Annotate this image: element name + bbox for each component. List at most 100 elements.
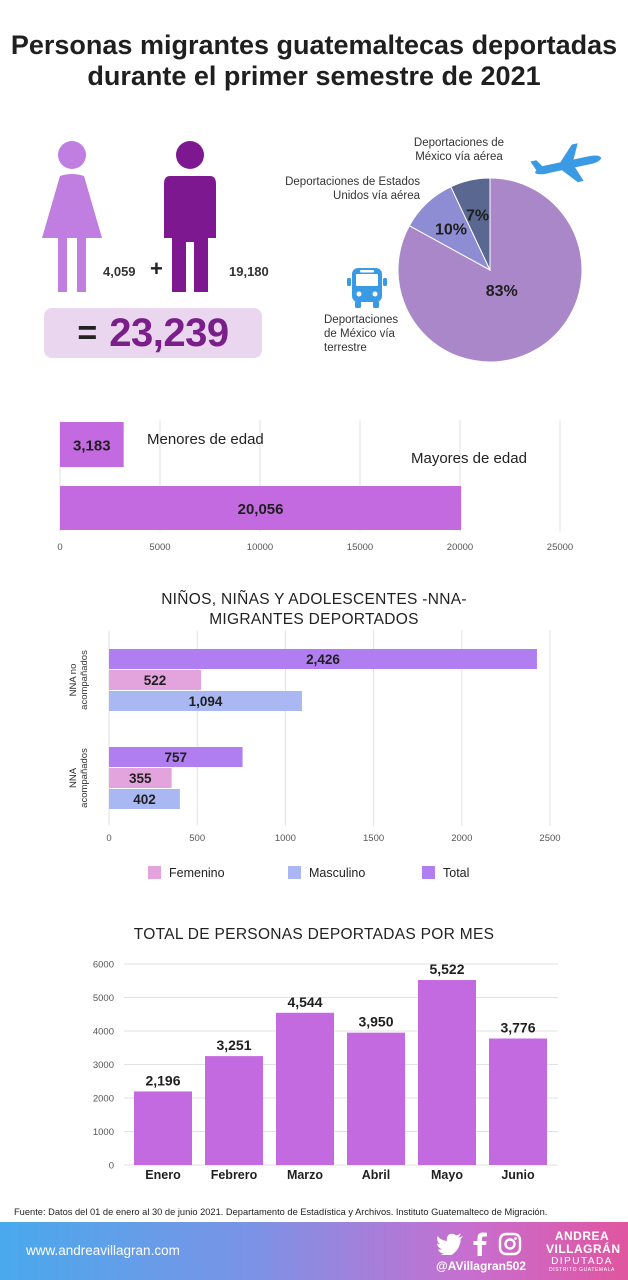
- total-count: 23,239: [109, 310, 229, 355]
- nna-title-line2: MIGRANTES DEPORTADOS: [209, 611, 419, 628]
- month-bar-abril: [347, 1032, 405, 1165]
- month-bar-mayo: [418, 980, 476, 1165]
- page-title: Personas migrantes guatemaltecas deporta…: [0, 30, 628, 92]
- month-xtick-label: Marzo: [287, 1168, 323, 1182]
- month-xtick-label: Junio: [501, 1168, 535, 1182]
- month-ytick-label: 2000: [93, 1094, 114, 1105]
- nna-bar-value-femenino-1: 355: [129, 771, 152, 786]
- age-category-minors: Menores de edad: [147, 431, 264, 448]
- pie-label-mex-land: Deportaciones de México vía terrestre: [324, 313, 414, 355]
- pie-label-mex-air: Deportaciones de México vía aérea: [404, 136, 514, 164]
- nna-xtick-label: 2000: [451, 833, 472, 844]
- nna-category-label-1: NNA acompañados: [68, 748, 90, 808]
- brand-logo: ANDREA VILLAGRÁN DIPUTADA DISTRITO GUATE…: [546, 1229, 621, 1274]
- nna-bar-femenino-0: [109, 670, 202, 690]
- pie-label-mex-air-line1: Deportaciones de: [413, 137, 505, 149]
- footer-website-link[interactable]: www.andreavillagran.com: [26, 1243, 180, 1258]
- month-bar-enero: [134, 1091, 192, 1165]
- brand-line4: DISTRITO GUATEMALA: [549, 1267, 615, 1273]
- pie-label-mex-air-line2: México vía aérea: [415, 151, 503, 163]
- age-bar-0: [60, 422, 124, 467]
- month-bar-value-abril: 3,950: [358, 1014, 393, 1030]
- month-bar-value-marzo: 4,544: [287, 994, 322, 1010]
- age-bar-value-1: 20,056: [238, 501, 284, 518]
- month-ytick-label: 3000: [93, 1060, 114, 1071]
- pie-label-usa-air: Deportaciones de Estados Unidos vía aére…: [270, 175, 420, 203]
- nna-bar-femenino-1: [109, 768, 172, 788]
- twitter-icon[interactable]: [436, 1233, 464, 1255]
- plus-sign: +: [150, 256, 163, 281]
- brand-line3: DIPUTADA: [551, 1256, 613, 1267]
- month-ytick-label: 4000: [93, 1027, 114, 1038]
- age-xtick-label: 5000: [149, 542, 170, 553]
- month-bar-value-enero: 2,196: [145, 1072, 180, 1088]
- brand-line1: ANDREA: [554, 1229, 610, 1243]
- month-xtick-label: Abril: [362, 1168, 390, 1182]
- nna-xtick-label: 500: [189, 833, 205, 844]
- pie-label-usa-air-line2: Unidos vía aérea: [333, 190, 420, 202]
- pie-chart: 83% 10%7%: [397, 177, 583, 363]
- age-xtick-label: 25000: [547, 542, 573, 553]
- male-figure-icon: [164, 141, 216, 292]
- male-count: 19,180: [229, 264, 269, 279]
- month-bar-junio: [489, 1038, 547, 1165]
- title-line-1: Personas migrantes guatemaltecas deporta…: [10, 30, 618, 60]
- equals-sign: =: [77, 313, 98, 352]
- nna-category-line: acompañados: [79, 748, 90, 808]
- pie-slice-usa-air-label: 10%: [435, 221, 467, 238]
- pie-label-mex-land-line1: Deportaciones: [324, 314, 399, 326]
- facebook-icon[interactable]: [472, 1232, 488, 1256]
- age-bar-1: [60, 486, 462, 530]
- airplane-icon: [530, 143, 602, 183]
- nna-bar-value-total-1: 757: [165, 750, 188, 765]
- month-bar-value-febrero: 3,251: [216, 1037, 251, 1053]
- nna-bar-value-femenino-0: 522: [144, 673, 167, 688]
- month-ytick-label: 1000: [93, 1127, 114, 1138]
- month-bar-marzo: [276, 1012, 334, 1165]
- nna-bar-value-total-0: 2,426: [306, 652, 340, 667]
- nna-bar-value-masculino-1: 402: [133, 792, 156, 807]
- legend-swatch-femenino: [148, 866, 161, 879]
- pie-slice-mex-air-label: 7%: [466, 207, 489, 224]
- social-handle[interactable]: @AVillagran502: [436, 1259, 526, 1273]
- brand-line2: VILLAGRÁN: [546, 1242, 621, 1256]
- source-note: Fuente: Datos del 01 de enero al 30 de j…: [14, 1207, 548, 1217]
- monthly-bar-chart: 0 1000 2000 3000 4000 5000 6000 2,196 Enero 3,251…: [93, 960, 558, 1182]
- legend-swatch-masculino: [288, 866, 301, 879]
- nna-bar-masculino-1: [109, 789, 180, 809]
- age-category-adults: Mayores de edad: [411, 450, 527, 467]
- nna-category-label-0: NNA no acompañados: [68, 650, 90, 710]
- age-xtick-label: 0: [57, 542, 62, 553]
- nna-category-line: acompañados: [79, 650, 90, 710]
- nna-category-line: NNA: [68, 767, 79, 788]
- instagram-icon[interactable]: [498, 1232, 522, 1256]
- age-bar-value-0: 3,183: [73, 438, 111, 455]
- female-figure-icon: [42, 141, 102, 292]
- legend-label-total: Total: [443, 866, 469, 880]
- legend-label-masculino: Masculino: [309, 866, 365, 880]
- age-bar-chart: 0 5000 10000 15000 20000 25000 3,183 20,056 Meno…: [57, 420, 573, 553]
- pie-slice-mex-land-label: 83%: [486, 283, 518, 300]
- month-ytick-label: 0: [109, 1161, 114, 1172]
- pie-label-usa-air-line1: Deportaciones de Estados: [285, 176, 420, 188]
- age-xtick-label: 10000: [247, 542, 273, 553]
- footer-banner: [0, 1222, 628, 1280]
- nna-category-line: NNA no: [68, 664, 79, 697]
- nna-xtick-label: 2500: [539, 833, 560, 844]
- month-bar-value-junio: 3,776: [500, 1020, 535, 1036]
- pie-label-mex-land-line2: de México vía: [324, 328, 395, 340]
- nna-title-line1: NIÑOS, NIÑAS Y ADOLESCENTES -NNA-: [161, 591, 467, 608]
- month-bar-value-mayo: 5,522: [429, 961, 464, 977]
- month-xtick-label: Mayo: [431, 1168, 463, 1182]
- month-ytick-label: 6000: [93, 960, 114, 971]
- age-xtick-label: 15000: [347, 542, 373, 553]
- nna-xtick-label: 1000: [275, 833, 296, 844]
- nna-bar-masculino-0: [109, 691, 302, 711]
- pie-slice-mex-air: [450, 177, 491, 271]
- age-xtick-label: 20000: [447, 542, 473, 553]
- female-count: 4,059: [103, 264, 136, 279]
- pie-label-mex-land-line3: terrestre: [324, 342, 367, 354]
- month-xtick-label: Febrero: [211, 1168, 258, 1182]
- nna-chart-title: NIÑOS, NIÑAS Y ADOLESCENTES -NNA- MIGRAN…: [0, 590, 628, 630]
